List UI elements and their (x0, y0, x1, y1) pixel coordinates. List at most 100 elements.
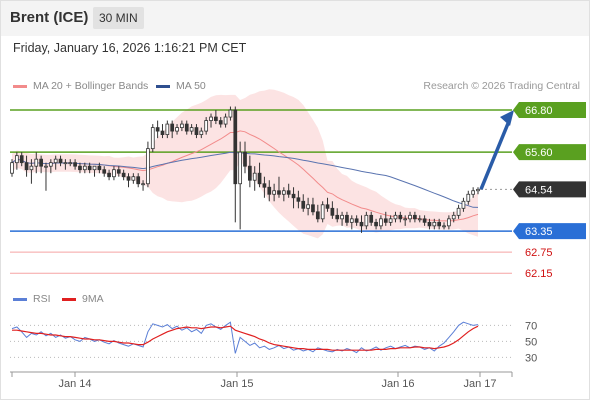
candle (19, 152, 24, 167)
x-tick-label: Jan 17 (463, 378, 496, 390)
candle-body (136, 176, 141, 185)
candle-body (451, 214, 456, 220)
level-tag-bg (513, 144, 586, 161)
candle (315, 204, 320, 223)
candle (359, 215, 364, 233)
candle-body (471, 190, 476, 195)
candle-body (223, 116, 228, 125)
rsi-tick-label: 70 (525, 320, 537, 332)
candle-body (87, 165, 92, 171)
candle (471, 187, 476, 198)
candle-body (199, 130, 204, 136)
candle (87, 162, 92, 174)
candle (432, 218, 437, 230)
ma20-swatch (13, 84, 27, 88)
candle-body (175, 127, 179, 132)
level-label-last: 64.54 (525, 184, 553, 196)
candle (189, 124, 194, 135)
candle-body (126, 176, 131, 181)
rsi-label: RSI (33, 293, 51, 305)
candle-body (252, 172, 257, 181)
candle (447, 215, 451, 230)
candle (223, 113, 228, 128)
candle (345, 211, 349, 226)
candle (102, 166, 107, 177)
candle-body (272, 190, 276, 195)
candle-body (379, 218, 383, 227)
candle-body (34, 158, 39, 167)
candle (238, 141, 243, 230)
interval-button[interactable]: 30 MIN (93, 7, 144, 29)
candle-body (209, 116, 213, 121)
candle (68, 159, 73, 167)
candle-body (359, 221, 364, 227)
candle (214, 110, 218, 125)
candle (296, 190, 301, 209)
candle (301, 194, 306, 212)
ma50-swatch (156, 84, 170, 88)
level-tag-bg (513, 223, 586, 240)
candle (228, 106, 233, 121)
legend-ma20: MA 20 + Bollinger Bands (13, 80, 148, 92)
candle-body (388, 218, 393, 223)
candle-body (73, 162, 77, 167)
candle-body (68, 162, 73, 165)
candle-body (78, 165, 82, 171)
level-tag-bg (513, 181, 586, 198)
candle (451, 211, 456, 223)
candle-body (48, 162, 53, 167)
candle-body (306, 204, 310, 209)
candle (199, 127, 204, 139)
candle (354, 215, 359, 226)
candle-body (243, 151, 247, 167)
candle-body (107, 172, 111, 178)
candle-body (116, 169, 121, 174)
candle (243, 141, 247, 174)
candle-body (214, 116, 218, 121)
candle-body (204, 120, 209, 132)
candle-body (82, 165, 87, 171)
candle-body (296, 197, 301, 202)
candle (73, 159, 77, 170)
candle (476, 187, 480, 195)
forecast-arrow-head (500, 110, 514, 127)
forecast-arrow-line (479, 120, 511, 191)
candle (39, 155, 43, 174)
ma9-label: 9MA (82, 293, 104, 305)
level-label-resistance: 65.60 (525, 147, 553, 159)
candle-body (10, 162, 14, 174)
candle-body (442, 225, 446, 228)
candle-body (63, 162, 68, 165)
candle (82, 162, 87, 174)
candle-body (325, 204, 330, 209)
candle-body (44, 165, 48, 168)
candle-body (291, 193, 296, 199)
candle (63, 159, 68, 170)
candle (29, 159, 34, 184)
candle-body (476, 188, 480, 192)
candle (155, 120, 160, 139)
candle-body (427, 221, 432, 227)
candle (107, 169, 111, 181)
candle (374, 218, 378, 230)
candle-body (345, 214, 349, 223)
candle-body (19, 155, 24, 164)
candle (335, 208, 340, 223)
candle (160, 124, 165, 139)
candle-body (233, 109, 238, 185)
candle-body (286, 190, 291, 195)
candle-body (315, 211, 320, 220)
candle (349, 215, 354, 230)
candle-body (14, 155, 19, 164)
candle-body (437, 221, 442, 227)
candle (272, 183, 276, 202)
candle (121, 169, 126, 181)
candle (97, 162, 102, 174)
candle (291, 187, 296, 209)
candle (204, 117, 209, 135)
candle (257, 162, 262, 188)
candle (34, 152, 39, 174)
candle (388, 215, 393, 226)
candle-body (281, 190, 286, 195)
candle (437, 218, 442, 230)
